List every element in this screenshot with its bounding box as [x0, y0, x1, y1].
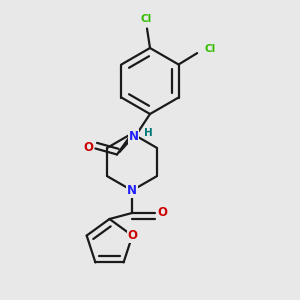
Text: Cl: Cl	[205, 44, 216, 54]
Text: H: H	[143, 128, 152, 139]
Text: O: O	[157, 206, 167, 220]
Text: N: N	[128, 130, 139, 143]
Text: Cl: Cl	[140, 14, 152, 25]
Text: O: O	[127, 229, 137, 242]
Text: O: O	[84, 141, 94, 154]
Text: N: N	[127, 184, 137, 197]
